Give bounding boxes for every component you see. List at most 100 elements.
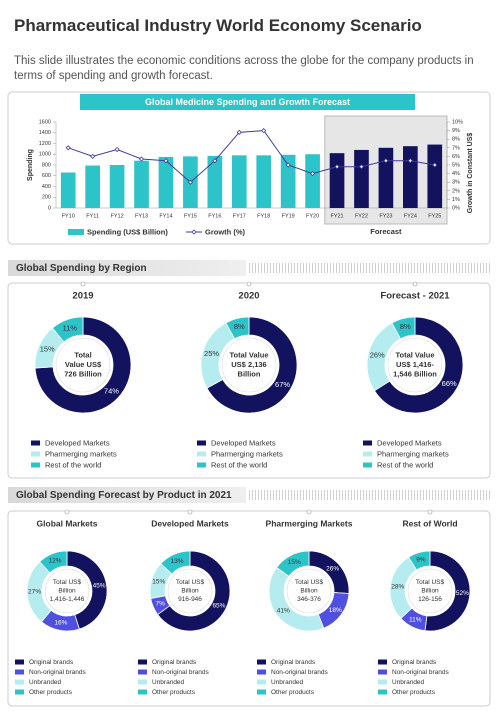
y-tick-label: 0 (48, 205, 51, 211)
legend-label: Non-original brands (152, 669, 209, 676)
y2-tick-label: 4% (452, 171, 460, 177)
legend-label: Original brands (271, 659, 316, 666)
y-tick-label: 1000 (39, 152, 51, 158)
legend-swatch (15, 669, 24, 675)
center-disc (55, 337, 111, 393)
legend-label: Growth (%) (205, 227, 245, 236)
legend-swatch (138, 659, 147, 665)
title-dot (80, 281, 86, 287)
line-marker (138, 156, 145, 162)
center-label: 126-156 (418, 596, 442, 603)
y2-tick-label: 0% (452, 205, 460, 211)
chart-title-banner (80, 94, 415, 110)
donut-slice (408, 550, 431, 571)
x-tick-label: FY19 (282, 213, 295, 219)
donut-slice (276, 550, 310, 577)
bar (207, 155, 223, 208)
center-disc (167, 568, 213, 614)
legend-swatch (68, 229, 84, 235)
legend-label: Original brands (152, 659, 197, 666)
legend-label: Rest of the world (377, 460, 433, 469)
center-label: Billion (421, 588, 439, 595)
legend-swatch (15, 679, 24, 685)
legend-swatch (378, 689, 387, 695)
center-label: US$ 2,136 (231, 360, 266, 369)
legend-swatch (31, 462, 40, 468)
center-label: Total US$ (53, 579, 82, 586)
value-label: 67% (275, 380, 290, 389)
line-marker (114, 146, 120, 153)
donut-slice (424, 550, 471, 632)
legend-label: Other products (271, 689, 315, 696)
page-title: Pharmaceutical Industry World Economy Sc… (14, 16, 422, 35)
legend-label: Unbranded (392, 679, 425, 686)
title-dot (412, 281, 418, 287)
center-label: Billion (181, 588, 199, 595)
line-marker (358, 164, 365, 170)
y-tick-label: 1400 (39, 130, 51, 136)
center-label: Billion (238, 369, 261, 378)
product-box (7, 510, 491, 707)
center-label: Billion (58, 588, 76, 595)
bar (403, 146, 418, 208)
center-disc (387, 337, 443, 393)
line-marker (334, 164, 340, 170)
y2-tick-label: 7% (452, 145, 460, 151)
x-tick-label: FY13 (135, 213, 148, 219)
legend-label: Unbranded (29, 679, 62, 686)
x-tick-label: FY15 (184, 213, 197, 219)
y-tick-label: 600 (42, 173, 51, 179)
center-label: Total (74, 350, 91, 359)
center-disc (44, 568, 90, 614)
value-label: 15% (40, 344, 55, 353)
x-tick-label: FY20 (306, 213, 319, 219)
y-tick-label: 200 (42, 195, 51, 201)
line-marker (432, 162, 438, 168)
x-tick-label: FY22 (355, 213, 368, 219)
section-header: Global Spending Forecast by Product in 2… (16, 490, 232, 501)
donut-slice (160, 550, 191, 575)
legend-label: Rest of the world (211, 460, 267, 469)
section-header: Global Spending by Region (16, 263, 147, 274)
legend-swatch-marker (191, 229, 197, 235)
value-label: 28% (391, 584, 404, 591)
legend-label: Other products (392, 689, 436, 696)
center-label: Billion (300, 588, 318, 595)
x-tick-label: FY23 (379, 213, 392, 219)
value-label: 18% (329, 607, 342, 614)
legend-label: Other products (29, 689, 73, 696)
x-tick-label: FY21 (330, 213, 343, 219)
y-tick-label: 1200 (39, 141, 51, 147)
legend-swatch (257, 679, 266, 685)
title-dot (187, 509, 193, 515)
legend-swatch (257, 659, 266, 665)
donut-slice (34, 316, 132, 414)
legend-swatch (378, 669, 387, 675)
value-label: 12% (49, 558, 62, 565)
chart-title: Global Medicine Spending and Growth Fore… (145, 97, 350, 107)
line-marker (187, 179, 193, 185)
title-dot (427, 509, 433, 515)
center-label: Total Value (229, 350, 268, 359)
bar (109, 165, 125, 208)
line-marker (261, 128, 267, 134)
bar (256, 155, 272, 208)
legend-swatch (15, 659, 24, 665)
bar (60, 172, 76, 208)
legend-label: Unbranded (152, 679, 185, 686)
bar (158, 156, 174, 208)
page-description: This slide illustrates the economic cond… (14, 55, 474, 82)
line-marker (212, 158, 218, 164)
section-header-bg (8, 487, 246, 503)
chart-title: Global Markets (37, 518, 98, 528)
y2-tick-label: 1% (452, 197, 460, 203)
annotation: Forecast (370, 227, 402, 236)
value-label: 8% (234, 322, 245, 331)
donut-slice (66, 550, 108, 630)
legend-swatch (138, 679, 147, 685)
y2-axis-label: Growth in Constant US$ (467, 133, 474, 214)
section-header-stripes (248, 490, 490, 500)
line-marker (236, 129, 242, 135)
line-marker (383, 158, 389, 164)
